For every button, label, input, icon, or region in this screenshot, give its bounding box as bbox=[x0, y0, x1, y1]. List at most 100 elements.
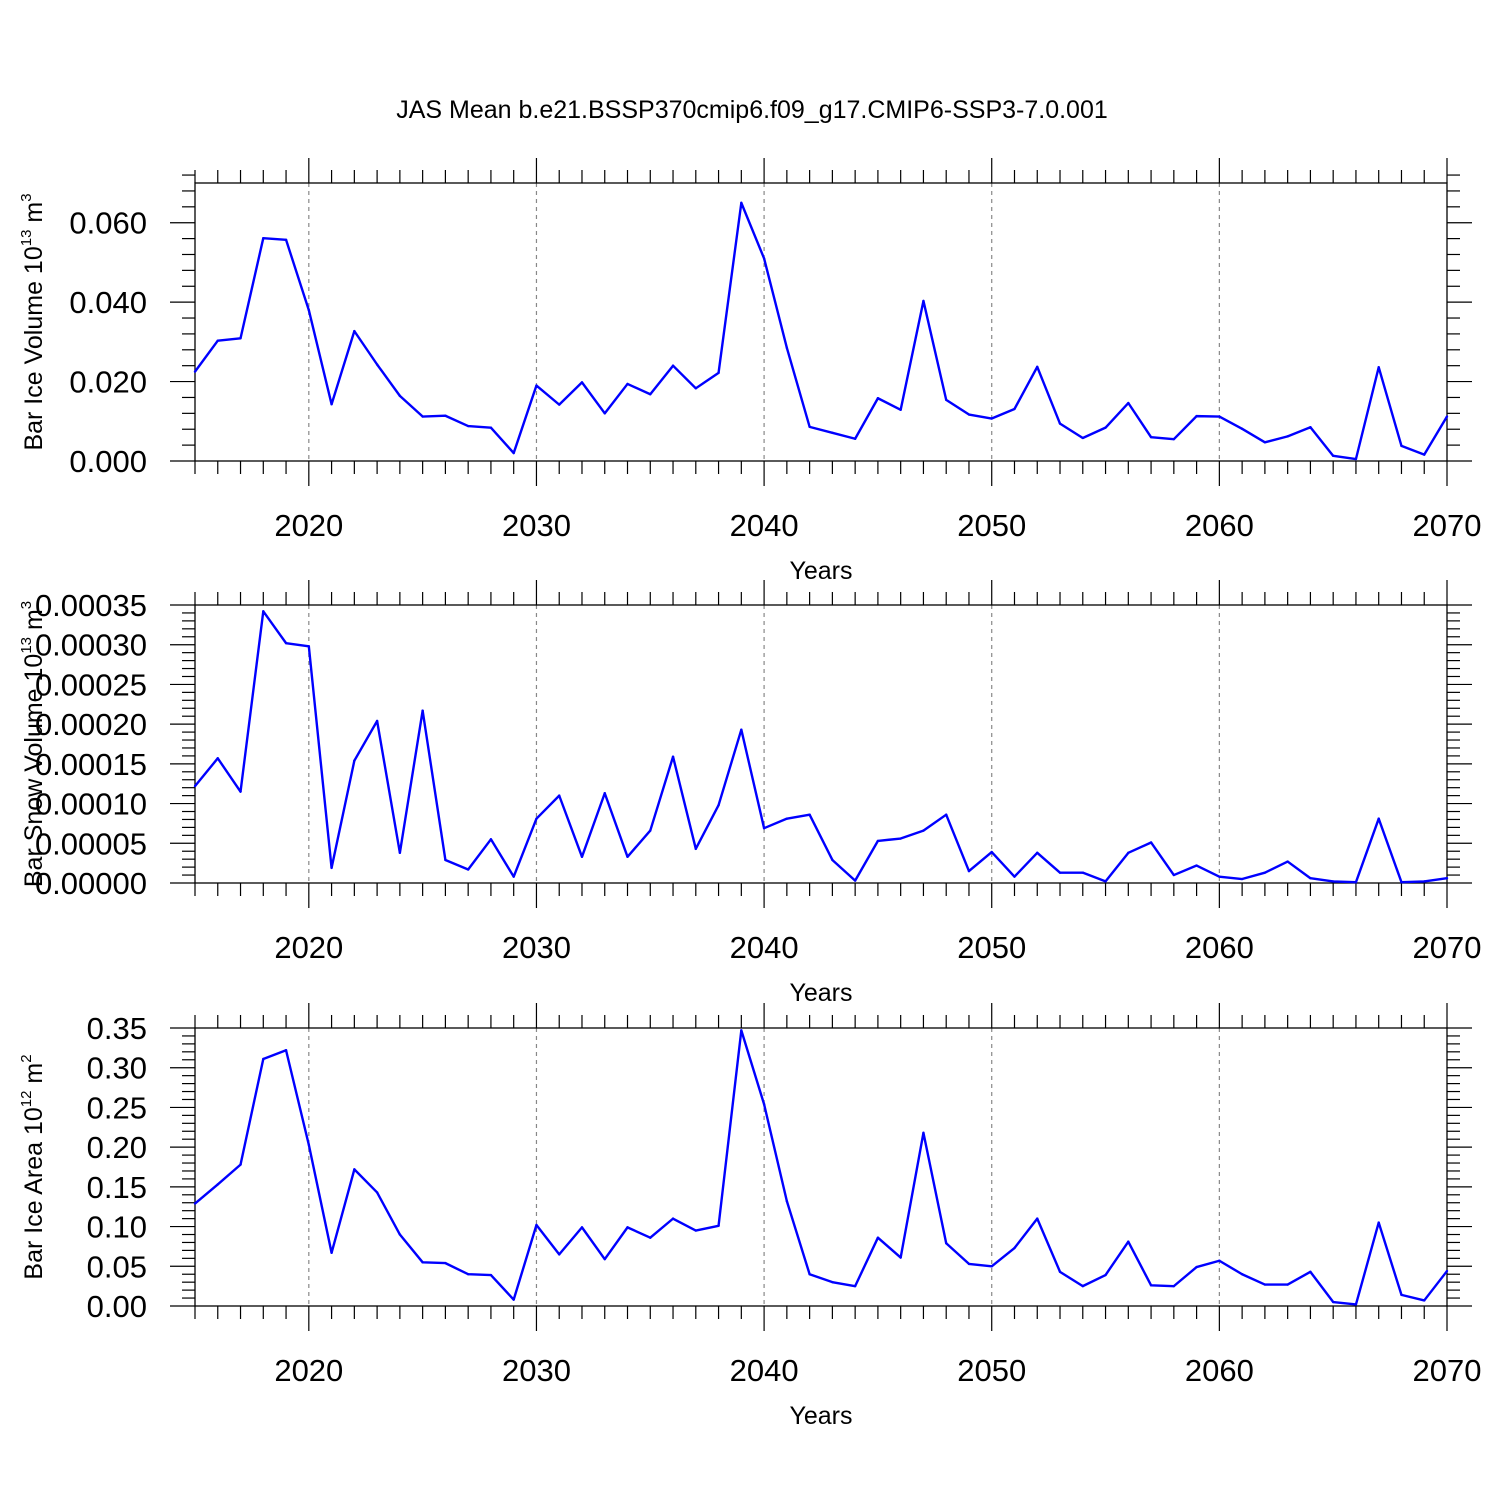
data-point bbox=[1104, 426, 1107, 429]
data-point bbox=[649, 829, 652, 832]
x-tick-label: 2070 bbox=[1413, 930, 1482, 965]
y-tick-label: 0.000 bbox=[69, 444, 147, 479]
data-point bbox=[603, 412, 606, 415]
y-tick-label: 0.20 bbox=[87, 1130, 147, 1165]
x-tick-label: 2070 bbox=[1413, 1353, 1482, 1388]
data-point bbox=[375, 719, 379, 723]
panels: 2020 2030 2040 2050 2060 2070 0.000 0.020 0.040 0… bbox=[18, 158, 1481, 1430]
data-point bbox=[1286, 435, 1289, 438]
y-tick-label: 0.060 bbox=[69, 206, 147, 241]
x-tick-label: 2040 bbox=[730, 508, 799, 543]
data-point bbox=[1354, 881, 1358, 884]
data-point bbox=[512, 1298, 515, 1301]
x-tick-label: 2020 bbox=[274, 930, 343, 965]
data-point bbox=[1263, 871, 1267, 874]
data-point bbox=[899, 408, 902, 411]
data-point bbox=[444, 414, 447, 417]
y-axis-title-unit-exp: 3 bbox=[18, 193, 35, 201]
data-point bbox=[239, 337, 242, 340]
data-point bbox=[558, 403, 561, 406]
y-tick-label: 0.35 bbox=[87, 1011, 147, 1046]
y-tick-label: 0.10 bbox=[87, 1210, 147, 1245]
data-point bbox=[1400, 444, 1403, 448]
data-point bbox=[1286, 860, 1289, 863]
data-point bbox=[489, 426, 493, 429]
plot-frame bbox=[194, 182, 1448, 462]
data-point bbox=[1036, 851, 1039, 855]
data-point bbox=[603, 1257, 606, 1261]
data-point bbox=[717, 803, 720, 807]
data-point bbox=[853, 437, 857, 440]
data-point bbox=[1331, 880, 1335, 883]
data-point bbox=[808, 1273, 811, 1276]
data-point bbox=[762, 257, 766, 260]
x-tick-label: 2030 bbox=[502, 930, 571, 965]
x-tick-label: 2050 bbox=[957, 1353, 1026, 1388]
data-point bbox=[330, 866, 333, 870]
data-point bbox=[831, 1280, 834, 1284]
data-point bbox=[193, 1202, 197, 1205]
data-point bbox=[785, 1199, 789, 1203]
data-point bbox=[967, 869, 971, 873]
data-point bbox=[1127, 401, 1130, 405]
data-point bbox=[1309, 877, 1312, 880]
data-point bbox=[1377, 366, 1380, 369]
y-tick-label: 0.00020 bbox=[35, 707, 147, 742]
data-point bbox=[1058, 871, 1062, 874]
data-point bbox=[740, 1029, 743, 1032]
y-tick-label: 0.15 bbox=[87, 1170, 147, 1205]
data-point bbox=[1013, 875, 1016, 878]
x-axis-title: Years bbox=[789, 557, 852, 585]
data-point bbox=[945, 813, 948, 816]
data-point bbox=[1354, 457, 1358, 461]
y-axis-title-unit: m bbox=[20, 202, 48, 230]
y-tick-label: 0.00 bbox=[87, 1289, 147, 1324]
data-point bbox=[421, 1261, 424, 1264]
data-point bbox=[1218, 875, 1221, 878]
data-point bbox=[466, 1273, 470, 1276]
data-point bbox=[967, 1262, 971, 1266]
data-point bbox=[808, 813, 811, 816]
data-point bbox=[1149, 1284, 1153, 1287]
data-point bbox=[1423, 453, 1426, 456]
data-point bbox=[1058, 1270, 1062, 1274]
y-axis-title-exp: 13 bbox=[18, 637, 35, 654]
data-point bbox=[1263, 441, 1267, 444]
y-axis-title: Bar Ice Volume 1013 m3 bbox=[18, 193, 48, 450]
x-tick-label: 2060 bbox=[1185, 508, 1254, 543]
data-point bbox=[353, 759, 356, 762]
data-point bbox=[717, 1224, 720, 1227]
data-point bbox=[808, 425, 811, 429]
data-point bbox=[262, 610, 265, 613]
y-tick-label: 0.040 bbox=[69, 285, 147, 320]
data-point bbox=[421, 709, 424, 712]
data-point bbox=[1354, 1303, 1358, 1306]
data-point bbox=[1104, 880, 1107, 883]
y-tick-label: 0.00030 bbox=[35, 628, 147, 663]
plot-frame bbox=[194, 1027, 1448, 1307]
x-tick-label: 2030 bbox=[502, 508, 571, 543]
data-point bbox=[626, 1226, 629, 1229]
data-point bbox=[922, 1131, 925, 1135]
data-point bbox=[694, 1229, 697, 1232]
data-point bbox=[262, 237, 265, 240]
data-point bbox=[853, 1284, 857, 1288]
data-point bbox=[649, 393, 652, 396]
data-point bbox=[1400, 1293, 1403, 1297]
data-point bbox=[671, 1217, 675, 1220]
data-point bbox=[1240, 1273, 1244, 1276]
data-point bbox=[1240, 877, 1244, 881]
data-point bbox=[1127, 851, 1130, 855]
data-point bbox=[375, 363, 379, 366]
data-point bbox=[1309, 1270, 1312, 1274]
data-point bbox=[694, 847, 697, 851]
data-point bbox=[671, 755, 675, 758]
data-point bbox=[239, 1163, 242, 1166]
data-point bbox=[535, 1223, 538, 1227]
data-point bbox=[853, 879, 857, 882]
data-point bbox=[580, 381, 584, 384]
y-axis-title-main: Bar Ice Area 10 bbox=[20, 1107, 48, 1279]
data-point bbox=[1309, 426, 1312, 429]
data-point bbox=[558, 1253, 561, 1256]
data-point bbox=[762, 1103, 766, 1106]
